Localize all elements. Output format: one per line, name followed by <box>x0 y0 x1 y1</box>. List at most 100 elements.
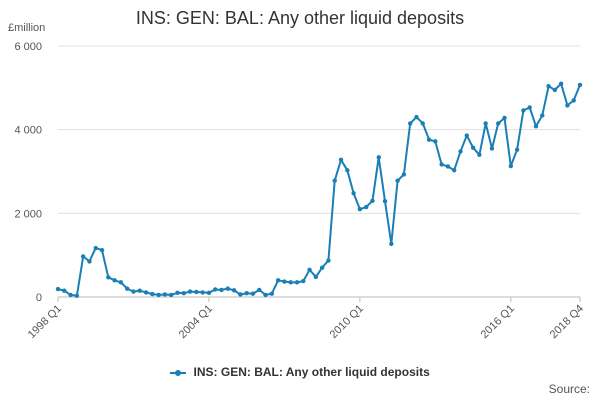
data-point <box>496 121 501 126</box>
legend[interactable]: INS: GEN: BAL: Any other liquid deposits <box>0 365 600 379</box>
data-point <box>313 274 319 280</box>
data-point <box>433 139 438 144</box>
data-point <box>244 291 249 296</box>
series-line <box>57 82 581 297</box>
x-tick-label: 2018 Q4 <box>548 303 586 341</box>
data-point <box>319 265 325 270</box>
data-point <box>407 121 413 126</box>
data-point <box>514 147 520 152</box>
data-point <box>131 289 136 294</box>
data-point <box>533 124 539 129</box>
data-point <box>288 280 293 285</box>
data-point <box>80 254 86 259</box>
data-point <box>181 291 186 296</box>
data-point <box>87 259 92 264</box>
data-point <box>257 287 262 293</box>
y-tick-label: 6 000 <box>14 41 42 53</box>
data-point <box>552 87 558 93</box>
data-point <box>219 287 224 293</box>
data-point <box>464 133 469 138</box>
data-point <box>74 293 80 298</box>
data-point <box>225 286 231 291</box>
data-point <box>282 279 287 284</box>
legend-label: INS: GEN: BAL: Any other liquid deposits <box>193 365 430 379</box>
data-point <box>370 198 375 203</box>
legend-line-marker-icon <box>170 369 187 377</box>
series <box>55 81 583 298</box>
y-tick-label: 2 000 <box>14 208 42 220</box>
data-point <box>269 291 275 296</box>
y-axis-unit-label: £million <box>8 22 46 34</box>
data-point <box>445 164 451 169</box>
data-point <box>93 245 98 251</box>
chart-title: INS: GEN: BAL: Any other liquid deposits <box>135 8 465 28</box>
y-tick-label: 4 000 <box>14 125 42 137</box>
data-point <box>206 290 212 296</box>
data-point <box>112 278 117 283</box>
data-point <box>546 83 551 89</box>
data-point <box>452 168 457 173</box>
data-point <box>527 105 532 110</box>
data-point <box>508 163 514 169</box>
data-point <box>194 289 199 295</box>
data-point <box>382 199 388 204</box>
data-point <box>294 280 300 285</box>
data-point <box>106 275 111 280</box>
data-point <box>124 286 130 291</box>
data-point <box>338 157 344 162</box>
data-point <box>458 149 463 154</box>
data-point <box>55 286 61 292</box>
data-point <box>540 113 545 118</box>
data-point <box>521 108 526 113</box>
data-point <box>577 82 583 88</box>
x-tick-label: 2016 Q1 <box>479 303 517 341</box>
data-point <box>238 292 243 297</box>
data-point <box>162 292 168 297</box>
data-point <box>307 267 312 273</box>
data-point <box>483 121 488 126</box>
data-point <box>439 162 444 167</box>
data-point <box>426 137 432 142</box>
data-point <box>231 288 237 293</box>
data-point <box>363 204 369 210</box>
x-tick-label: 2004 Q1 <box>177 303 215 341</box>
data-point <box>156 292 161 298</box>
data-point <box>213 287 218 292</box>
source-label: Source: <box>548 382 590 396</box>
data-point <box>118 280 124 285</box>
data-point <box>376 155 381 160</box>
y-tick-label: 0 <box>36 292 42 304</box>
data-point <box>200 290 205 295</box>
grid-lines <box>58 45 580 214</box>
data-point <box>401 172 407 177</box>
data-point <box>187 289 193 294</box>
data-point <box>477 152 482 157</box>
data-point <box>143 290 149 295</box>
axes: 0 2 000 4 000 6 000 1998 Q1 2004 Q1 2010 Q1 201… <box>14 41 586 341</box>
data-point <box>571 98 576 103</box>
data-point <box>502 115 507 121</box>
data-point <box>250 291 256 296</box>
data-point <box>175 290 180 296</box>
data-point <box>275 278 281 283</box>
data-point <box>565 103 570 108</box>
data-point <box>395 178 400 183</box>
data-point <box>351 191 356 196</box>
data-point <box>332 178 337 183</box>
x-tick-label: 2010 Q1 <box>328 303 366 341</box>
x-tick-label: 1998 Q1 <box>26 303 64 341</box>
data-point <box>301 278 306 284</box>
data-point <box>150 291 155 297</box>
data-point <box>263 292 268 298</box>
data-point <box>326 258 331 263</box>
data-point <box>470 145 476 150</box>
data-point <box>357 206 363 212</box>
data-point <box>420 121 425 126</box>
data-point <box>137 288 142 293</box>
data-point <box>414 114 419 120</box>
data-point <box>62 288 67 293</box>
data-point <box>558 81 564 86</box>
data-point <box>489 146 495 151</box>
data-point <box>169 292 174 298</box>
